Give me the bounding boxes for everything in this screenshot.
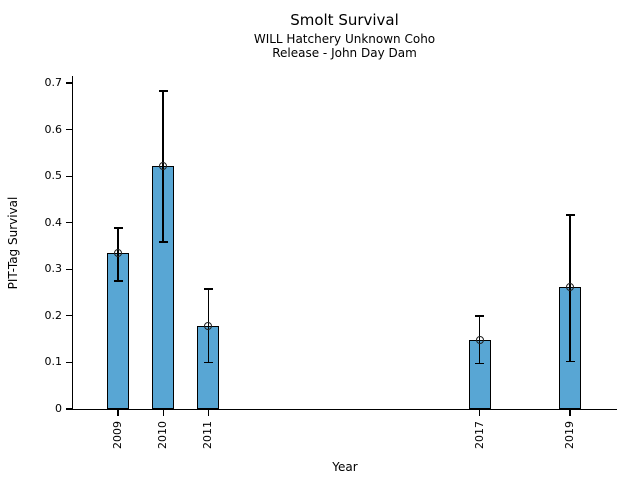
data-point-marker <box>475 336 484 345</box>
error-bar-cap-top <box>113 227 123 229</box>
y-tick-label: 0.1 <box>44 355 63 369</box>
data-point-marker <box>114 248 122 257</box>
error-bar-cap-top <box>158 90 168 92</box>
y-tick <box>66 82 72 84</box>
x-tick-label: 2017 <box>472 421 486 449</box>
y-tick <box>66 315 72 317</box>
chart-title: Smolt Survival <box>290 11 399 29</box>
y-tick <box>66 268 72 270</box>
x-tick-label: 2010 <box>156 421 170 449</box>
data-point-marker <box>566 283 574 292</box>
y-tick-label: 0.3 <box>44 262 63 276</box>
error-bar-cap-bottom <box>203 361 213 364</box>
x-tick <box>162 409 164 416</box>
y-tick-label: 0.2 <box>44 308 63 322</box>
error-bar-cap-bottom <box>158 241 168 243</box>
x-tick <box>479 409 481 416</box>
x-tick-label: 2009 <box>111 421 124 449</box>
data-point-marker <box>204 322 213 331</box>
x-tick <box>117 409 119 416</box>
y-tick <box>66 222 72 224</box>
y-tick-label: 0.5 <box>44 169 63 183</box>
error-bar-cap-bottom <box>565 360 575 363</box>
y-axis-spine <box>72 76 74 410</box>
y-tick-label: 0.7 <box>44 76 63 89</box>
y-tick <box>66 408 72 410</box>
error-bar-cap-bottom <box>113 280 123 282</box>
y-tick <box>66 361 72 364</box>
x-axis-label: Year <box>332 460 358 474</box>
error-bar-cap-top <box>475 315 485 317</box>
y-tick-label: 0 <box>55 402 62 415</box>
error-bar-cap-top <box>203 288 213 290</box>
x-tick <box>569 409 571 416</box>
error-bar-cap-bottom <box>475 362 485 365</box>
x-tick-label: 2011 <box>201 421 215 449</box>
chart-subtitle-line2: Release - John Day Dam <box>272 46 417 60</box>
x-tick <box>207 409 209 416</box>
y-tick <box>66 128 72 131</box>
x-tick-label: 2019 <box>563 421 576 449</box>
y-tick <box>66 175 72 177</box>
error-bar-cap-top <box>565 214 575 216</box>
y-tick-label: 0.4 <box>44 215 63 229</box>
data-point-marker <box>159 161 168 170</box>
chart-subtitle-line1: WILL Hatchery Unknown Coho <box>253 32 436 46</box>
y-tick-label: 0.6 <box>44 122 63 136</box>
x-axis-spine <box>72 408 617 410</box>
